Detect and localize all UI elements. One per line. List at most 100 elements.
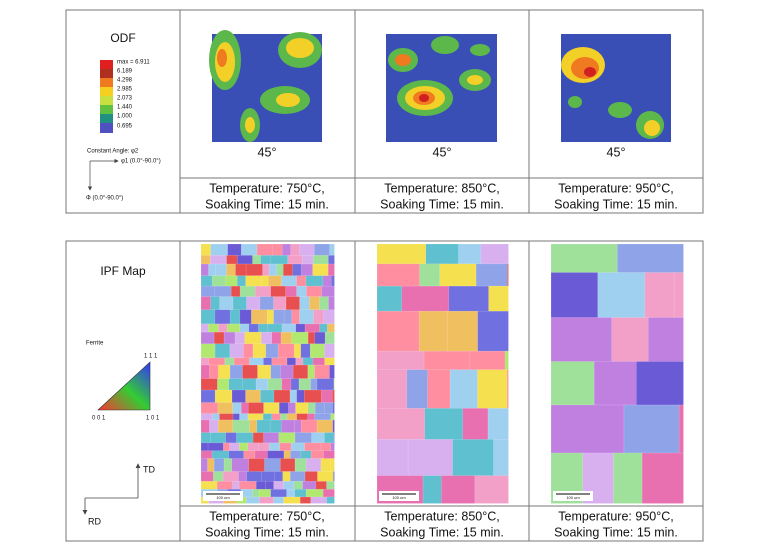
grain [636, 361, 684, 406]
grain [226, 263, 237, 277]
grain [200, 450, 213, 460]
grain [248, 458, 266, 473]
grain [280, 458, 296, 473]
rd-label: RD [88, 516, 101, 526]
grain [309, 296, 321, 311]
grain [200, 343, 216, 359]
grain [329, 364, 335, 380]
grain [281, 275, 298, 287]
grain [256, 243, 274, 257]
grain [265, 343, 279, 359]
grain [200, 357, 210, 366]
grain [307, 331, 316, 345]
phi-axis: Φ (0.0°-90.0°) [86, 196, 123, 202]
soaking-time: Soaking Time: 15 min. [380, 197, 504, 211]
grain [267, 450, 285, 460]
grain [294, 419, 302, 434]
grain [264, 458, 282, 473]
scale-label: 100 um [216, 495, 230, 500]
grain [278, 432, 296, 444]
grain [332, 389, 335, 404]
grain [200, 413, 214, 421]
grain [286, 357, 297, 366]
grain [270, 285, 287, 298]
grain [300, 263, 314, 277]
odf-title: ODF [110, 31, 135, 45]
grain [376, 408, 426, 441]
grain [267, 275, 283, 287]
grain [452, 439, 495, 477]
grain [232, 413, 241, 421]
grain [278, 402, 290, 415]
grain [330, 413, 335, 421]
grain [271, 331, 282, 345]
grain [298, 378, 312, 391]
grain [214, 343, 231, 359]
grain [208, 323, 220, 333]
grain [207, 458, 215, 473]
grain [269, 419, 283, 434]
grain [200, 243, 212, 257]
legend-label: 4.298 [117, 78, 133, 84]
soaking-time: Soaking Time: 15 min. [554, 525, 678, 539]
corner-label: 1 0 1 [146, 416, 160, 422]
grain [292, 263, 302, 277]
grain [229, 442, 240, 452]
grain [232, 296, 248, 311]
odf-image [386, 34, 497, 142]
angle-label: 45° [607, 145, 626, 159]
scale-box [553, 491, 593, 501]
grain [200, 481, 218, 490]
grain [257, 364, 272, 380]
grain [274, 471, 284, 483]
grain [245, 275, 263, 287]
grain [376, 263, 421, 287]
grain [295, 402, 309, 415]
grain [322, 275, 333, 287]
grain [299, 243, 315, 257]
grain [245, 263, 264, 277]
grain [447, 310, 479, 352]
grain [258, 488, 272, 498]
grain [238, 471, 248, 483]
grain [333, 378, 335, 391]
grain [331, 275, 335, 287]
grain [218, 364, 231, 380]
grain [300, 343, 311, 359]
grain [213, 331, 225, 345]
grain [593, 361, 638, 406]
grain [208, 263, 217, 277]
table-border [65, 240, 704, 542]
grain [317, 471, 335, 483]
grain [282, 263, 294, 277]
grain [283, 450, 292, 460]
grain [211, 450, 230, 460]
grain [216, 481, 234, 490]
grain [302, 357, 314, 366]
grain [200, 364, 211, 380]
angle-label: 45° [258, 145, 277, 159]
grain [273, 389, 291, 404]
phi1-axis: φ1 (0.0°-90.0°) [121, 159, 161, 165]
grain [427, 369, 451, 410]
grain [239, 309, 253, 325]
grain [312, 255, 330, 265]
grain [316, 419, 334, 434]
grain [213, 471, 224, 483]
grain [477, 310, 509, 352]
grain [225, 275, 238, 287]
grain [200, 275, 213, 287]
grain [260, 331, 273, 345]
grain [304, 442, 322, 452]
grain [422, 475, 443, 504]
grain [252, 488, 260, 498]
grain [258, 323, 269, 333]
grain [233, 357, 251, 366]
grain [266, 309, 275, 325]
grain [328, 296, 335, 311]
grain [261, 275, 269, 287]
grain [200, 331, 215, 345]
grain [211, 275, 227, 287]
grain [273, 496, 285, 504]
grain [255, 481, 267, 490]
